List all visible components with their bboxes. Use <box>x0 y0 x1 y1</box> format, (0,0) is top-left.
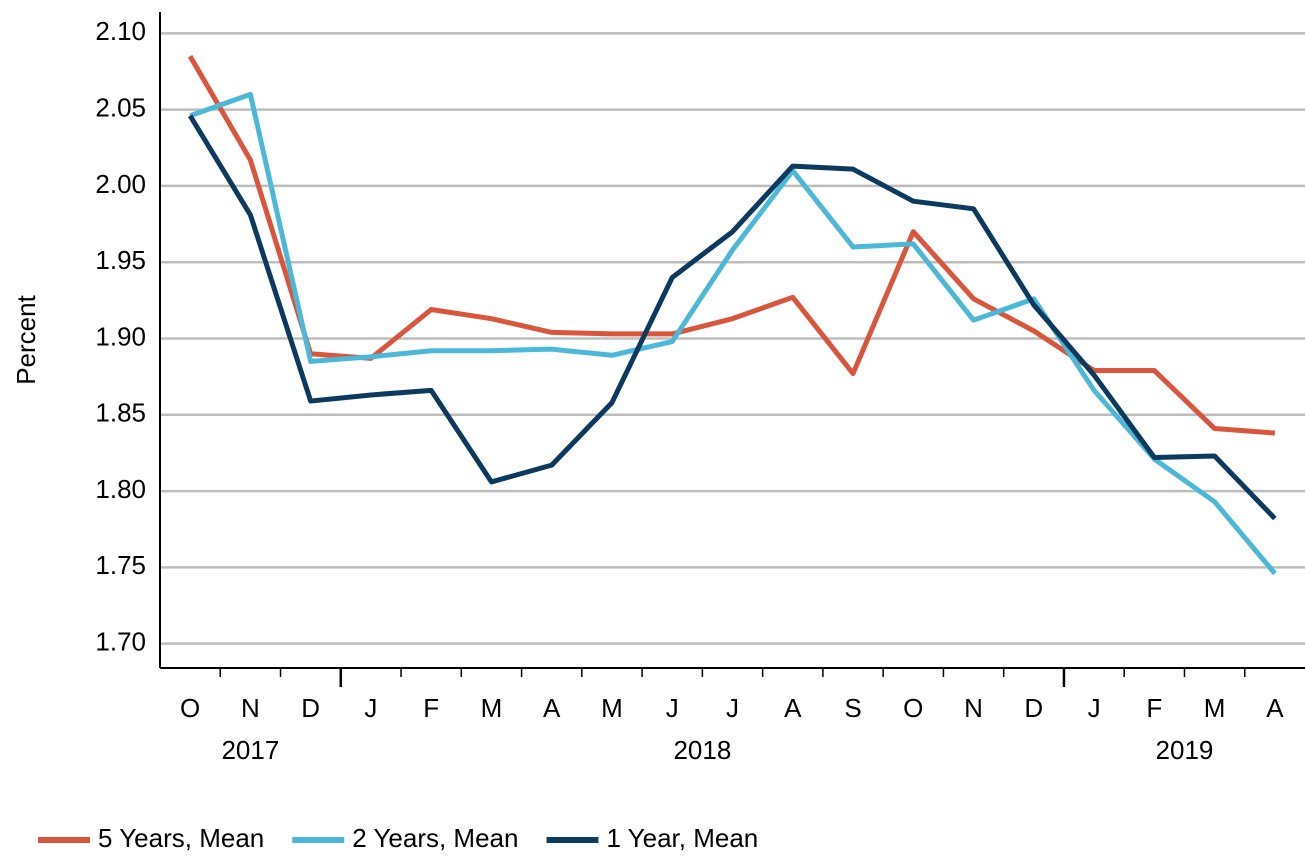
x-tick-label: M <box>601 693 623 723</box>
legend-label: 1 Year, Mean <box>606 823 758 853</box>
x-tick-label: S <box>844 693 861 723</box>
x-group-label: 2018 <box>673 735 731 765</box>
legend-label: 2 Years, Mean <box>352 823 518 853</box>
y-tick-label: 1.90 <box>95 321 146 351</box>
x-tick-label: D <box>301 693 320 723</box>
y-tick-label: 2.00 <box>95 169 146 199</box>
series-line <box>187 54 1276 436</box>
y-tick-label: 2.10 <box>95 16 146 46</box>
x-tick-label: A <box>784 693 802 723</box>
y-tick-label: 1.75 <box>95 550 146 580</box>
x-tick-label: O <box>903 693 923 723</box>
x-tick-label: N <box>241 693 260 723</box>
x-group-label: 2019 <box>1156 735 1214 765</box>
x-tick-label: A <box>1266 693 1284 723</box>
x-tick-label: A <box>543 693 561 723</box>
x-tick-label: D <box>1024 693 1043 723</box>
series-line <box>189 91 1277 576</box>
x-group-label: 2017 <box>221 735 279 765</box>
x-tick-label: O <box>180 693 200 723</box>
x-tick-label: N <box>964 693 983 723</box>
x-tick-label: J <box>364 693 377 723</box>
x-tick-label: M <box>481 693 503 723</box>
y-tick-label: 1.85 <box>95 398 146 428</box>
x-tick-label: J <box>666 693 679 723</box>
y-axis-label: Percent <box>11 294 41 384</box>
y-tick-label: 2.05 <box>95 93 146 123</box>
x-tick-label: F <box>1146 693 1162 723</box>
series-line <box>187 114 1277 521</box>
y-tick-label: 1.70 <box>95 627 146 657</box>
legend-label: 5 Years, Mean <box>98 823 264 853</box>
y-tick-label: 1.80 <box>95 474 146 504</box>
x-tick-label: J <box>726 693 739 723</box>
x-tick-label: M <box>1204 693 1226 723</box>
x-tick-label: F <box>423 693 439 723</box>
x-tick-label: J <box>1088 693 1101 723</box>
y-tick-label: 1.95 <box>95 245 146 275</box>
